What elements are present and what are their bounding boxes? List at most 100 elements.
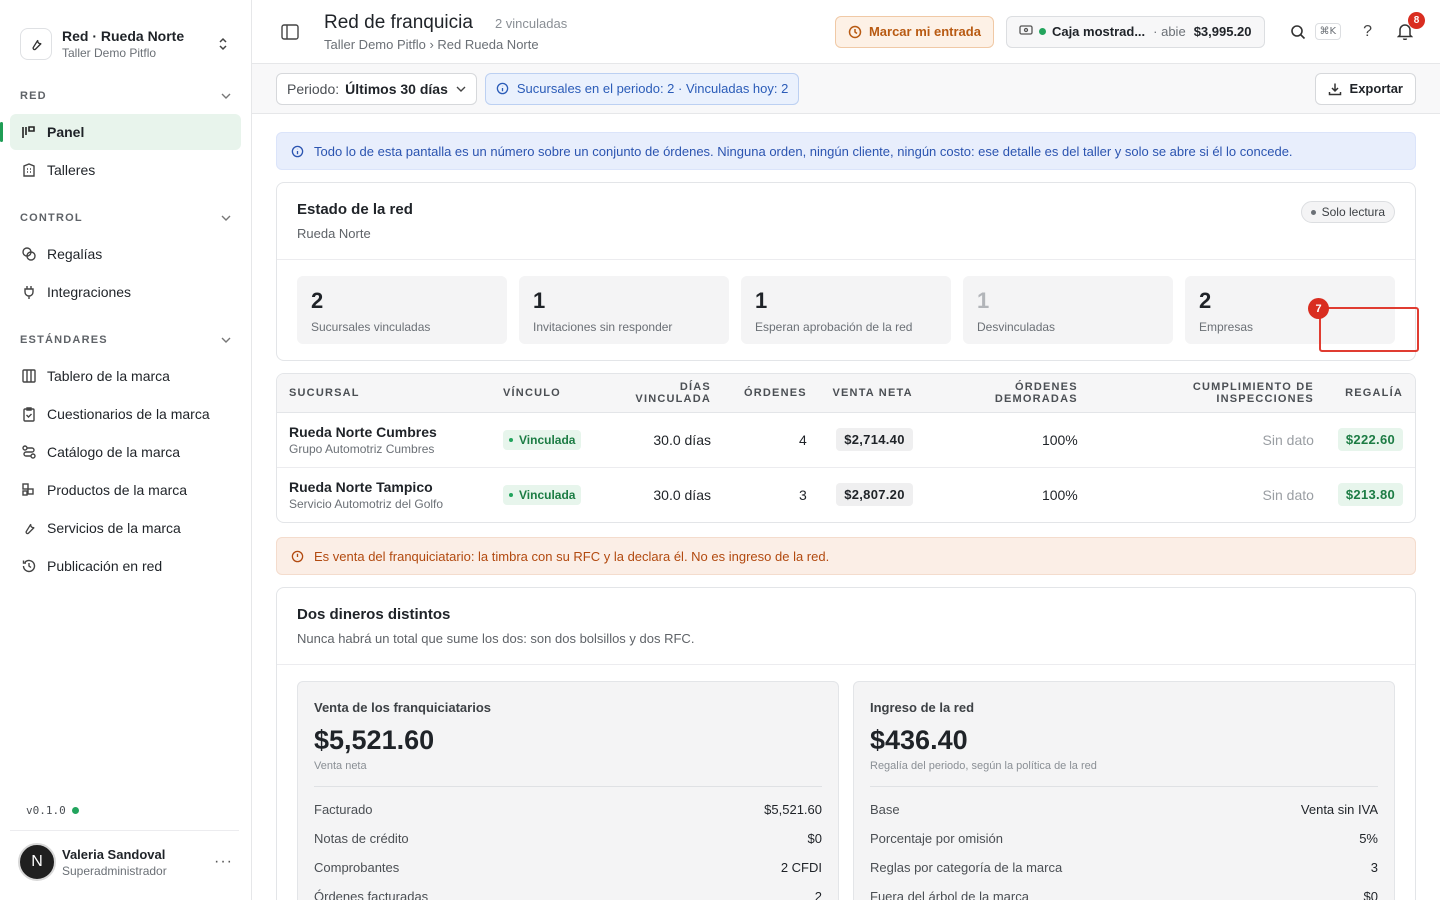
sidebar-item-regalias[interactable]: Regalías <box>10 236 241 272</box>
money-card-title: Venta de los franquiciatarios <box>314 700 491 715</box>
search-icon[interactable] <box>1287 21 1309 43</box>
table-row[interactable]: Rueda Norte Cumbres Grupo Automotriz Cum… <box>277 412 1415 468</box>
days-linked: 30.0 días <box>653 486 711 503</box>
user-role: Superadministrador <box>62 863 167 878</box>
sidebar-item-productos[interactable]: Productos de la marca <box>10 472 241 508</box>
sidebar-item-catalogo[interactable]: Catálogo de la marca <box>10 434 241 470</box>
chevron-down-icon <box>221 215 231 221</box>
breadcrumb: Taller Demo Pitflo › Red Rueda Norte <box>324 36 539 52</box>
royalty-amount: $213.80 <box>1337 483 1403 507</box>
highlight-marker: 7 <box>1308 298 1329 319</box>
stat-value: 2 <box>1199 288 1212 313</box>
network-income-card: Ingreso de la red $436.40 Regalía del pe… <box>853 681 1395 900</box>
stat-linked-branches[interactable]: 2 Sucursales vinculadas <box>297 276 507 344</box>
status-dot <box>1038 28 1046 35</box>
sidebar-item-label: Regalías <box>47 246 103 262</box>
col-cumplimiento[interactable]: CUMPLIMIENTO DE INSPECCIONES <box>1089 374 1326 413</box>
filter-bar: Periodo: Últimos 30 días Sucursales en e… <box>252 64 1440 114</box>
search-shortcut: ⌘K <box>1314 23 1342 40</box>
money-card: Dos dineros distintos Nunca habrá un tot… <box>276 587 1416 900</box>
help-icon[interactable]: ? <box>1363 22 1372 40</box>
org-switcher[interactable]: Red · Rueda Norte Taller Demo Pitflo <box>0 0 251 72</box>
row-key: Porcentaje por omisión <box>870 831 1003 846</box>
cashbox-selector[interactable]: Caja mostrad... · abie $3,995.20 <box>1005 15 1265 48</box>
section-control[interactable]: CONTROL <box>0 208 251 228</box>
card-title: Dos dineros distintos <box>297 606 451 623</box>
sidebar-item-panel[interactable]: Panel <box>0 114 241 150</box>
orders-count: 3 <box>799 486 807 503</box>
checkin-label: Marcar mi entrada <box>868 24 981 39</box>
stat-pending-invitations[interactable]: 1 Invitaciones sin responder <box>519 276 729 344</box>
card-subtitle: Nunca habrá un total que sume los dos: s… <box>297 631 695 646</box>
branch-name: Rueda Norte Tampico <box>289 478 433 495</box>
wrench-icon <box>20 28 52 60</box>
link-status: Vinculada <box>519 433 576 447</box>
stat-value: 1 <box>533 288 546 313</box>
section-estandares[interactable]: ESTÁNDARES <box>0 330 251 350</box>
col-sucursal[interactable]: SUCURSAL <box>277 374 492 413</box>
clock-icon <box>848 25 862 39</box>
section-title: CONTROL <box>20 212 83 224</box>
stat-awaiting-approval[interactable]: 1 Esperan aprobación de la red <box>741 276 951 344</box>
checkin-button[interactable]: Marcar mi entrada <box>834 15 994 48</box>
stat-unlinked[interactable]: 1 Desvinculadas <box>963 276 1173 344</box>
row-value: $0 <box>1363 889 1378 900</box>
columns-icon <box>20 367 38 385</box>
branch-company: Servicio Automotriz del Golfo <box>289 496 444 511</box>
sidebar-item-publicacion[interactable]: Publicación en red <box>10 548 241 584</box>
delayed-orders: 100% <box>924 412 1090 468</box>
sidebar-item-integraciones[interactable]: Integraciones <box>10 274 241 310</box>
period-select[interactable]: Periodo: Últimos 30 días <box>276 72 477 105</box>
branch-company: Grupo Automotriz Cumbres <box>289 441 435 456</box>
notification-badge: 8 <box>1408 11 1425 29</box>
download-icon <box>1328 82 1342 96</box>
sidebar-item-label: Cuestionarios de la marca <box>47 406 210 422</box>
sidebar-item-tablero[interactable]: Tablero de la marca <box>10 358 241 394</box>
col-ordenes[interactable]: ÓRDENES <box>722 374 819 413</box>
row-value: $5,521.60 <box>764 802 822 817</box>
stat-companies[interactable]: 2 Empresas <box>1185 276 1395 344</box>
export-button[interactable]: Exportar <box>1314 72 1416 105</box>
money-amount: $5,521.60 <box>314 725 435 755</box>
money-row: Facturado $5,521.60 <box>314 795 822 824</box>
section-title: ESTÁNDARES <box>20 334 108 346</box>
col-ordenes-demoradas[interactable]: ÓRDENES DEMORADAS <box>924 374 1090 413</box>
sidebar-item-label: Talleres <box>47 162 96 178</box>
sidebar-toggle-icon[interactable] <box>280 22 300 42</box>
link-status: Vinculada <box>519 488 576 503</box>
row-key: Comprobantes <box>314 860 400 875</box>
linked-count: 2 vinculadas <box>494 15 568 31</box>
col-vinculo[interactable]: VÍNCULO <box>491 374 594 413</box>
row-key: Reglas por categoría de la marca <box>870 860 1063 875</box>
net-sales: $2,714.40 <box>836 428 913 451</box>
more-icon[interactable]: ··· <box>214 853 233 870</box>
user-menu[interactable]: N Valeria Sandoval Superadministrador ··… <box>10 830 239 881</box>
sidebar: Red · Rueda Norte Taller Demo Pitflo RED… <box>0 0 252 900</box>
col-regalia[interactable]: REGALÍA <box>1325 374 1415 413</box>
read-only-badge: Solo lectura <box>1300 201 1395 223</box>
info-banner: Todo lo de esta pantalla es un número so… <box>276 132 1416 170</box>
col-dias[interactable]: DÍAS VINCULADA <box>593 374 723 413</box>
money-row: Fuera del árbol de la marca $0 <box>870 882 1378 900</box>
row-value: 3 <box>1370 860 1378 875</box>
col-venta-neta[interactable]: VENTA NETA <box>818 374 925 413</box>
table-row[interactable]: Rueda Norte Tampico Servicio Automotriz … <box>277 467 1415 522</box>
read-only-label: Solo lectura <box>1321 205 1385 219</box>
status-badge: Vinculada <box>503 485 582 506</box>
row-key: Fuera del árbol de la marca <box>870 889 1029 900</box>
coins-icon <box>20 245 38 263</box>
money-card-title: Ingreso de la red <box>870 700 975 715</box>
stat-value: 2 <box>311 288 324 313</box>
inspection-compliance: Sin dato <box>1262 486 1314 503</box>
bell-icon[interactable]: 8 <box>1394 11 1425 43</box>
sidebar-item-talleres[interactable]: Talleres <box>10 152 241 188</box>
sidebar-item-cuestionarios[interactable]: Cuestionarios de la marca <box>10 396 241 432</box>
section-red[interactable]: RED <box>0 86 251 106</box>
branches-table: SUCURSAL VÍNCULO DÍAS VINCULADA ÓRDENES … <box>277 374 1415 522</box>
chevron-updown-icon[interactable] <box>215 34 231 54</box>
franchisee-sales-card: Venta de los franquiciatarios $5,521.60 … <box>297 681 839 900</box>
row-key: Facturado <box>314 802 373 817</box>
stat-label: Empresas <box>1199 320 1254 334</box>
money-row: Reglas por categoría de la marca 3 <box>870 853 1378 882</box>
sidebar-item-servicios[interactable]: Servicios de la marca <box>10 510 241 546</box>
